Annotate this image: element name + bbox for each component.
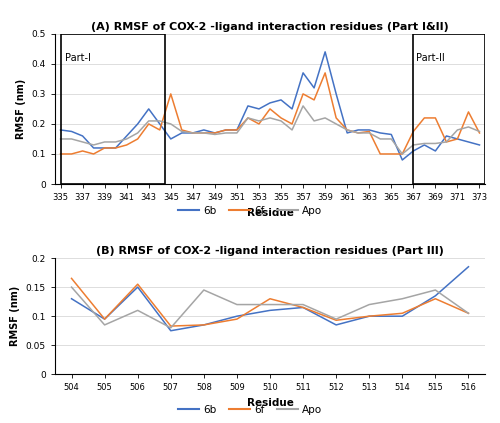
Legend: 6b, 6f, Apo: 6b, 6f, Apo [174, 202, 326, 220]
Y-axis label: RMSF (nm): RMSF (nm) [16, 79, 26, 139]
Legend: 6b, 6f, Apo: 6b, 6f, Apo [174, 401, 326, 419]
X-axis label: Residue: Residue [246, 398, 294, 408]
Text: Part-I: Part-I [65, 53, 91, 63]
Bar [60, 34, 166, 184]
Y-axis label: RMSF (nm): RMSF (nm) [10, 286, 20, 346]
Bar [414, 34, 485, 184]
Text: Part-II: Part-II [416, 53, 444, 63]
X-axis label: Residue: Residue [246, 208, 294, 217]
Title: (A) RMSF of COX-2 -ligand interaction residues (Part I&II): (A) RMSF of COX-2 -ligand interaction re… [91, 22, 449, 32]
Title: (B) RMSF of COX-2 -ligand interaction residues (Part III): (B) RMSF of COX-2 -ligand interaction re… [96, 246, 444, 256]
